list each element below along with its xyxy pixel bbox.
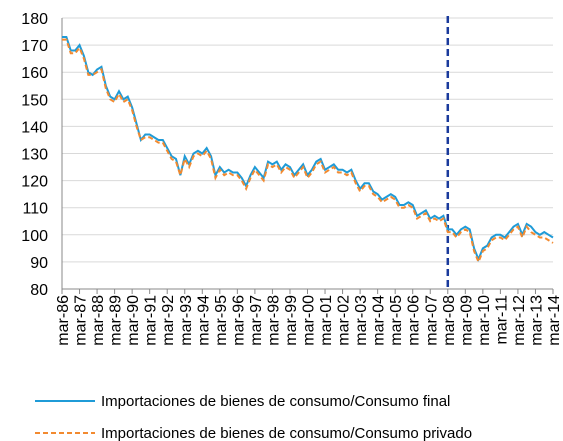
legend-label: Importaciones de bienes de consumo/Consu… bbox=[101, 425, 472, 441]
y-tick-label: 150 bbox=[21, 92, 48, 109]
x-tick-label: mar-92 bbox=[160, 295, 177, 346]
y-tick-label: 130 bbox=[21, 147, 48, 164]
x-tick-label: mar-91 bbox=[143, 295, 160, 346]
x-tick-label: mar-08 bbox=[441, 295, 458, 346]
series-line bbox=[62, 35, 554, 262]
x-tick-label: mar-96 bbox=[230, 295, 247, 346]
x-tick-label: mar-97 bbox=[248, 295, 265, 346]
x-tick-label: mar-87 bbox=[73, 295, 90, 346]
x-tick-label: mar-12 bbox=[511, 295, 528, 346]
x-tick-label: mar-99 bbox=[283, 295, 300, 346]
x-tick-label: mar-88 bbox=[90, 295, 107, 346]
x-tick-label: mar-13 bbox=[528, 295, 545, 346]
x-tick-label: mar-09 bbox=[458, 295, 475, 346]
x-tick-label: mar-01 bbox=[318, 295, 335, 346]
x-tick-label: mar-02 bbox=[336, 295, 353, 346]
y-tick-label: 90 bbox=[30, 255, 48, 272]
x-tick-label: mar-94 bbox=[195, 295, 212, 346]
series-line bbox=[62, 38, 554, 265]
legend-label: Importaciones de bienes de consumo/Consu… bbox=[101, 393, 450, 410]
x-tick-label: mar-00 bbox=[301, 295, 318, 346]
y-tick-label: 140 bbox=[21, 119, 48, 136]
x-tick-label: mar-14 bbox=[546, 295, 563, 346]
x-tick-label: mar-05 bbox=[388, 295, 405, 346]
x-tick-label: mar-06 bbox=[406, 295, 423, 346]
y-tick-label: 170 bbox=[21, 38, 48, 55]
x-tick-label: mar-03 bbox=[353, 295, 370, 346]
x-tick-label: mar-98 bbox=[265, 295, 282, 346]
x-tick-label: mar-86 bbox=[55, 295, 72, 346]
x-tick-label: mar-07 bbox=[423, 295, 440, 346]
y-tick-label: 160 bbox=[21, 65, 48, 82]
y-tick-label: 120 bbox=[21, 174, 48, 191]
y-tick-label: 100 bbox=[21, 228, 48, 245]
x-tick-label: mar-90 bbox=[125, 295, 142, 346]
x-tick-label: mar-95 bbox=[213, 295, 230, 346]
y-tick-label: 80 bbox=[30, 282, 48, 299]
x-tick-label: mar-89 bbox=[108, 295, 125, 346]
x-tick-label: mar-93 bbox=[178, 295, 195, 346]
x-tick-label: mar-10 bbox=[476, 295, 493, 346]
y-tick-label: 110 bbox=[22, 201, 48, 218]
x-tick-label: mar-11 bbox=[493, 295, 510, 345]
y-tick-label: 180 bbox=[21, 11, 48, 28]
x-tick-label: mar-04 bbox=[371, 295, 388, 346]
